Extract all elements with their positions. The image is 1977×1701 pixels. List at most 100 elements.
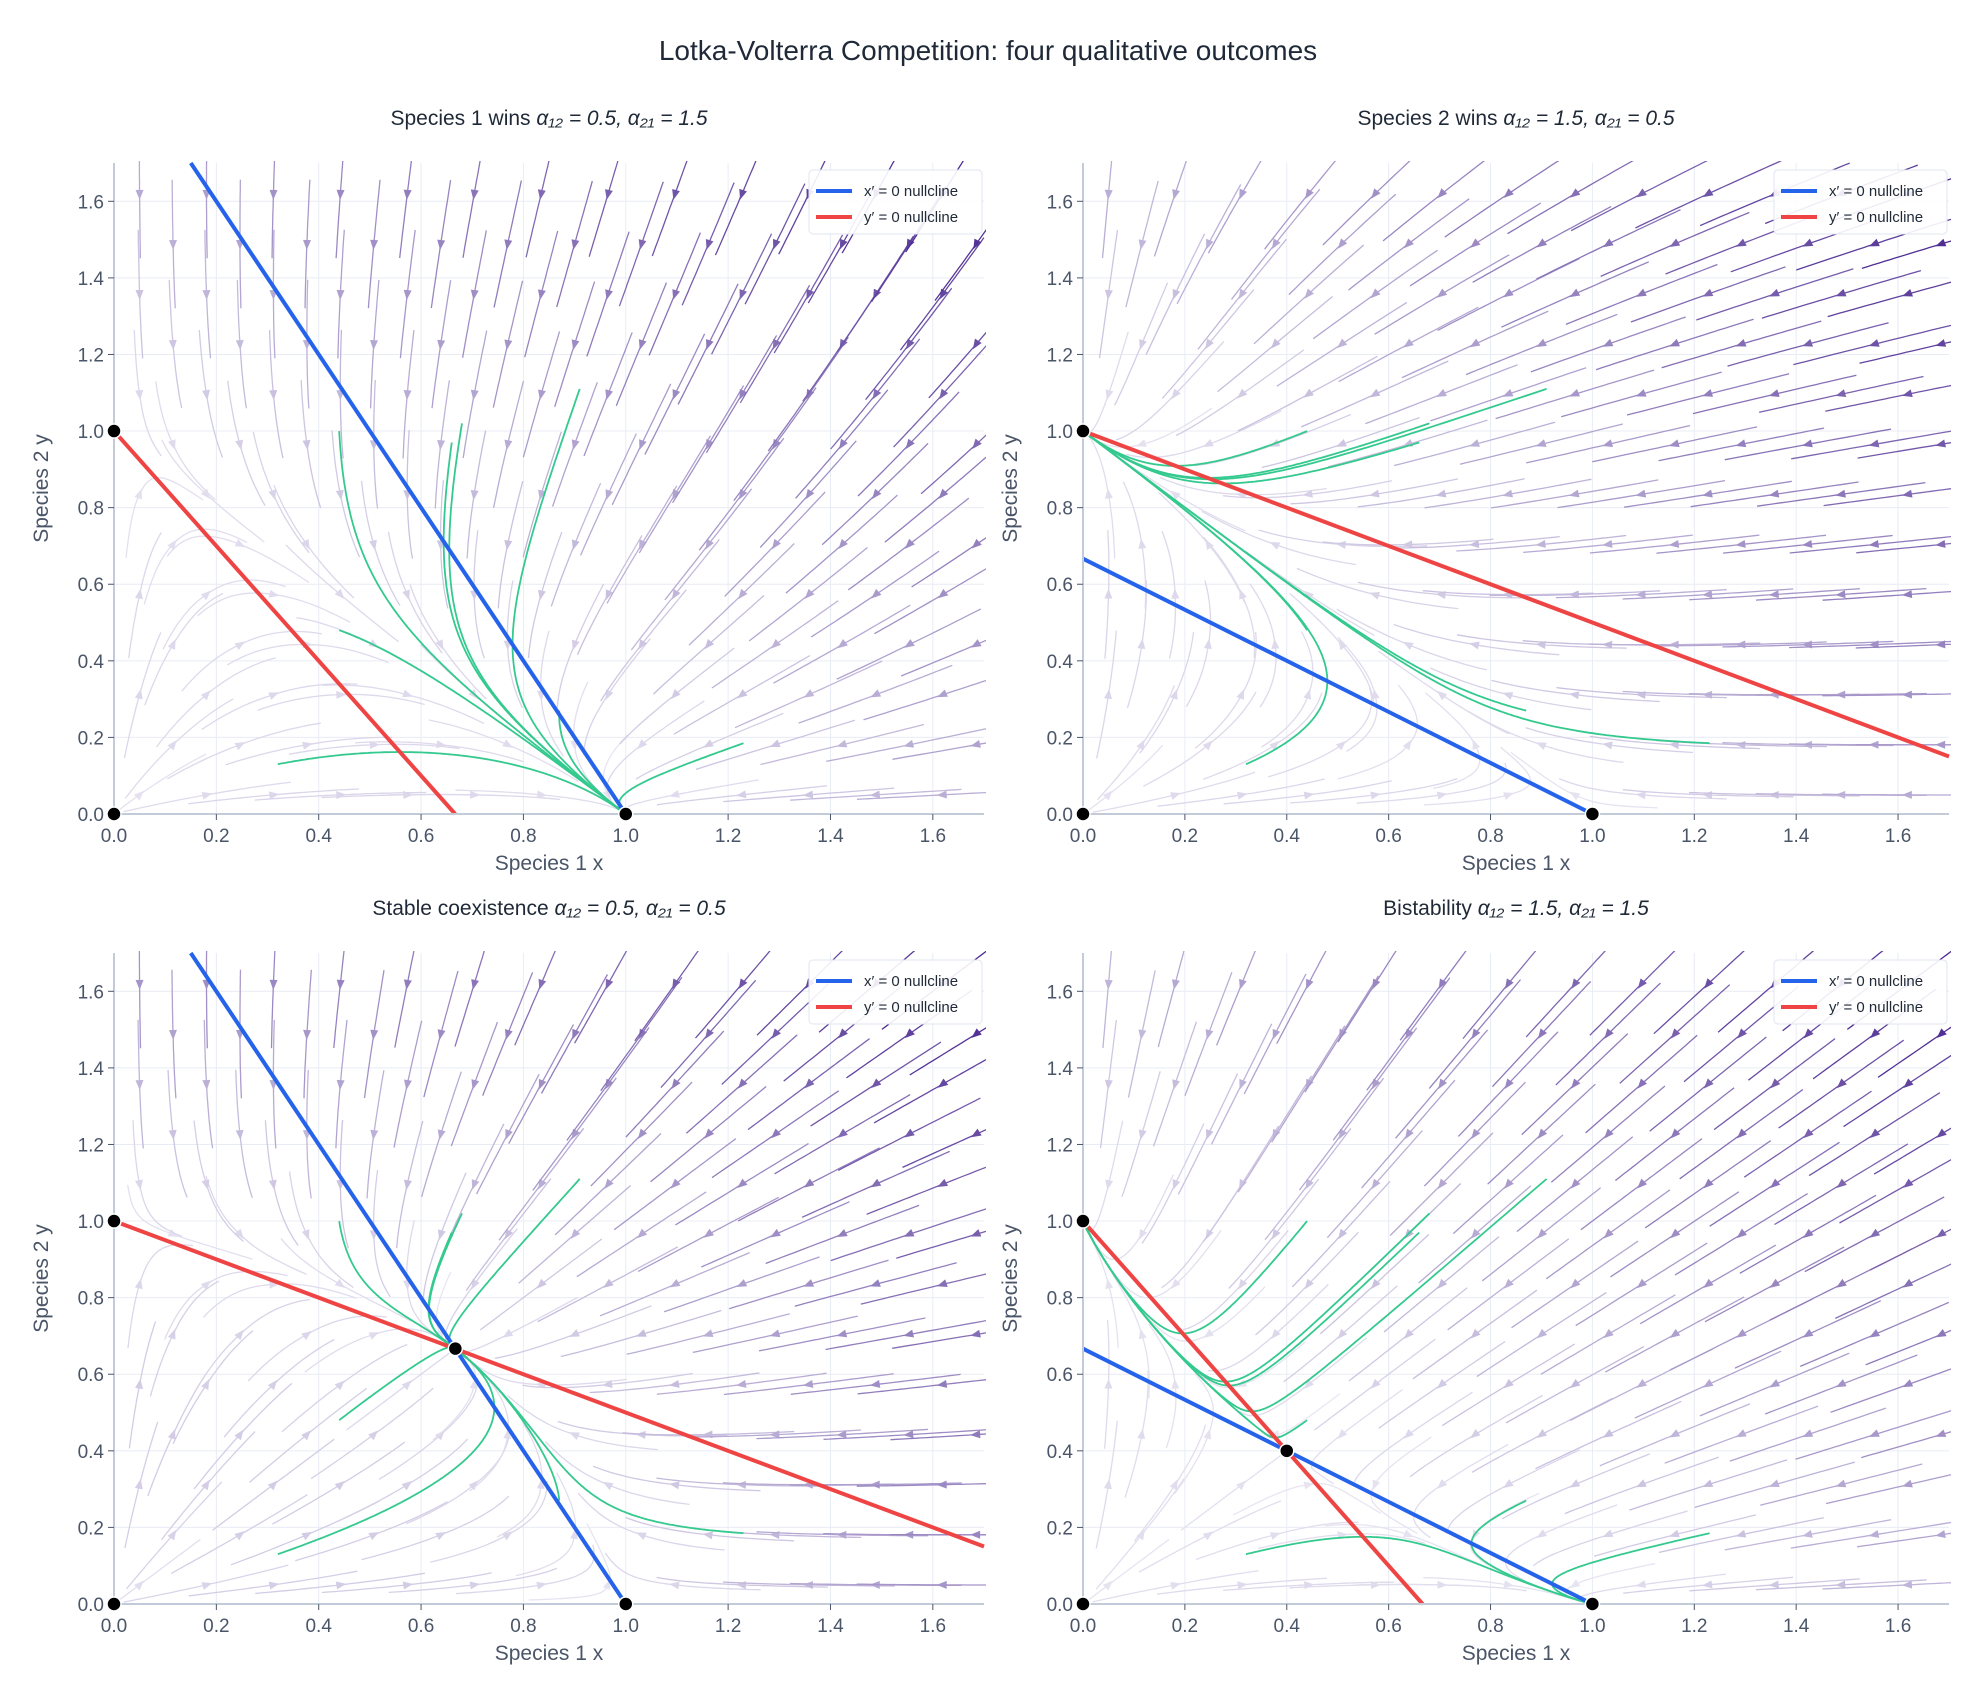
stream-arrow xyxy=(1469,338,1481,348)
stream-arrow xyxy=(1836,1278,1847,1288)
stream-arrow xyxy=(1602,1529,1614,1538)
stream-arrow xyxy=(1901,489,1913,498)
streamline xyxy=(1086,1538,1170,1602)
stream-arrow xyxy=(200,1479,210,1491)
streamline xyxy=(1444,161,1560,238)
streamline xyxy=(1161,1176,1248,1289)
streamline xyxy=(127,1244,194,1349)
x-tick-label: 0.4 xyxy=(1274,1616,1301,1637)
legend-box xyxy=(808,169,983,235)
stream-arrow xyxy=(335,489,344,501)
stream-arrow xyxy=(538,978,547,990)
stream-arrow xyxy=(1469,439,1480,447)
stream-arrow xyxy=(704,638,715,650)
stream-arrow xyxy=(1935,740,1946,749)
streamline xyxy=(193,1120,245,1242)
legend-label-x-nullcline: x′ = 0 nullcline xyxy=(864,973,958,990)
stream-arrow xyxy=(1338,1128,1348,1140)
stream-arrow xyxy=(839,338,848,350)
stream-arrow xyxy=(669,1278,681,1288)
stream-arrow xyxy=(1769,1479,1780,1488)
stream-arrow xyxy=(1170,1581,1181,1590)
stream-arrow xyxy=(135,1179,143,1191)
streamline xyxy=(422,1172,467,1298)
legend-label-y-nullcline: y′ = 0 nullcline xyxy=(1829,209,1923,226)
equilibrium-point xyxy=(1075,423,1091,439)
stream-arrow xyxy=(470,790,481,799)
legend-box xyxy=(1773,959,1948,1025)
x-tick-label: 1.6 xyxy=(920,1616,946,1637)
stream-arrow xyxy=(1304,288,1314,299)
stream-arrow xyxy=(1702,590,1713,599)
stream-arrow xyxy=(135,289,144,301)
legend-label-y-nullcline: y′ = 0 nullcline xyxy=(864,209,958,226)
panel-title-params: α₁₂ = 0.5, α₂₁ = 1.5 xyxy=(536,107,707,130)
stream-arrow xyxy=(1370,288,1381,299)
stream-arrow xyxy=(504,339,513,351)
stream-arrow xyxy=(1868,640,1879,649)
streamline xyxy=(1789,535,1951,554)
stream-arrow xyxy=(1105,1179,1114,1191)
stream-arrow xyxy=(1404,1328,1414,1339)
x-tick-label: 0.0 xyxy=(101,826,127,847)
stream-arrow xyxy=(571,639,580,651)
streamline xyxy=(1110,451,1246,532)
stream-arrow xyxy=(1835,1479,1847,1488)
stream-arrow xyxy=(235,439,244,451)
stream-arrow xyxy=(401,1380,412,1391)
stream-arrow xyxy=(269,979,278,990)
stream-arrow xyxy=(669,1379,680,1388)
stream-arrow xyxy=(301,1430,311,1441)
stream-arrow xyxy=(471,979,479,990)
stream-arrow xyxy=(1470,1328,1481,1339)
stream-arrow xyxy=(301,1330,312,1341)
stream-arrow xyxy=(437,1029,446,1040)
panel-title-label: Stable coexistence xyxy=(372,897,554,920)
stream-arrow xyxy=(771,538,781,550)
stream-arrow xyxy=(1602,741,1613,750)
stream-arrow xyxy=(1104,189,1113,200)
streamline xyxy=(117,1538,201,1602)
x-nullcline xyxy=(1082,556,1594,816)
stream-arrow xyxy=(738,588,748,600)
equilibrium-point xyxy=(447,1340,464,1357)
streamline xyxy=(1223,780,1392,805)
x-axis-label: Species 1 x xyxy=(495,852,604,875)
stream-arrow xyxy=(1702,389,1714,397)
stream-arrow xyxy=(1770,1078,1781,1089)
stream-arrow xyxy=(571,239,580,250)
streamline xyxy=(198,330,224,458)
stream-arrow xyxy=(1703,1178,1714,1189)
stream-arrow xyxy=(134,588,143,600)
stream-arrow xyxy=(167,1428,176,1440)
streamline xyxy=(444,1228,518,1345)
stream-arrow xyxy=(571,439,580,451)
stream-arrow xyxy=(1203,638,1212,650)
trajectories xyxy=(1083,1178,1710,1604)
streamline xyxy=(161,439,265,543)
stream-arrow xyxy=(1703,1278,1714,1289)
stream-arrow xyxy=(1170,490,1181,501)
legend-box xyxy=(808,959,983,1025)
stream-arrow xyxy=(1536,338,1547,347)
stream-arrow xyxy=(638,1028,647,1040)
stream-arrow xyxy=(637,739,648,750)
stream-arrow xyxy=(671,589,681,600)
streamline xyxy=(857,1379,986,1395)
stream-arrow xyxy=(470,489,479,501)
streamline xyxy=(1337,684,1419,780)
x-tick-label: 1.6 xyxy=(1885,826,1911,847)
stream-arrow xyxy=(201,1379,210,1390)
stream-arrow xyxy=(1935,1530,1946,1538)
stream-arrow xyxy=(303,1029,312,1041)
stream-arrow xyxy=(1436,791,1448,800)
stream-arrow xyxy=(301,1531,313,1541)
stream-arrow xyxy=(1471,1128,1481,1140)
stream-arrow xyxy=(771,1028,781,1039)
stream-arrow xyxy=(1537,1228,1548,1239)
y-nullcline xyxy=(1081,1219,1425,1606)
stream-arrow xyxy=(1902,288,1913,297)
stream-arrow xyxy=(1236,791,1248,800)
stream-arrow xyxy=(1635,1479,1647,1488)
streamline xyxy=(257,693,425,712)
